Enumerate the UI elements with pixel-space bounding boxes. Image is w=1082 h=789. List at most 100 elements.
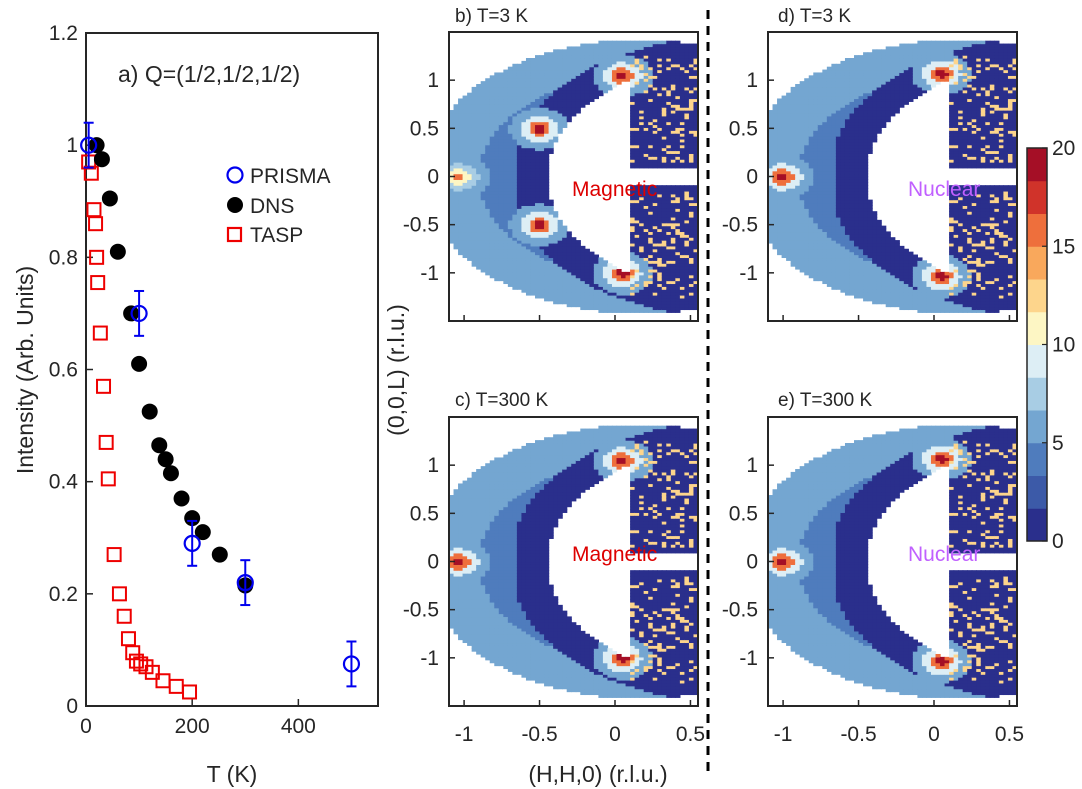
heatmap-cell: [661, 72, 667, 76]
heatmap-cell: [498, 257, 504, 261]
heatmap-cell: [575, 286, 581, 290]
heatmap-cell: [648, 211, 654, 215]
heatmap-cell: [571, 107, 577, 111]
heatmap-cell: [661, 190, 667, 195]
heatmap-cell: [630, 289, 636, 293]
dns-point: [101, 190, 118, 207]
heatmap-cell: [525, 211, 532, 215]
heatmap-cell: [634, 72, 640, 76]
heatmap-cell: [571, 240, 577, 244]
heatmap-cell: [666, 104, 672, 108]
heatmap-cell: [512, 92, 518, 97]
heatmap-cell: [498, 95, 504, 100]
heatmap-cell: [602, 75, 609, 79]
heatmap-cell: [512, 448, 518, 453]
heatmap-cell: [503, 199, 509, 204]
heatmap-cell: [476, 205, 482, 209]
heatmap-cell: [557, 81, 563, 85]
heatmap-cell: [489, 242, 495, 247]
heatmap-cell: [503, 240, 509, 244]
heatmap-cell: [634, 159, 640, 163]
heatmap-cell: [557, 118, 563, 123]
heatmap-cell: [530, 280, 536, 285]
heatmap-cell: [471, 211, 477, 215]
heatmap-cell: [571, 104, 577, 108]
heatmap-cell: [458, 222, 464, 227]
heatmap-cell: [476, 173, 482, 178]
heatmap-cell: [485, 150, 491, 154]
heatmap-cell: [458, 147, 464, 152]
tasp-point: [106, 547, 122, 563]
heatmap-cell: [535, 240, 541, 244]
heatmap-cell: [621, 280, 627, 285]
heatmap-cell: [494, 115, 500, 120]
heatmap-cell: [557, 260, 563, 264]
heatmap-cell: [679, 104, 686, 108]
heatmap-cell: [657, 225, 663, 230]
heatmap-cell: [494, 214, 500, 218]
heatmap-cell: [521, 190, 527, 195]
heatmap-cell: [525, 277, 532, 282]
heatmap-cell: [562, 78, 568, 82]
heatmap-cell: [675, 190, 681, 195]
heatmap-cell: [607, 69, 613, 74]
heatmap-cell: [679, 193, 686, 198]
heatmap-cell: [485, 225, 491, 230]
heatmap-cell: [661, 46, 667, 50]
heatmap-cell: [498, 101, 504, 105]
heatmap-cell: [548, 136, 554, 140]
heatmap-cell: [661, 107, 667, 111]
heatmap-cell: [630, 254, 636, 259]
heatmap-cell: [625, 78, 631, 82]
heatmap-cell: [657, 216, 663, 221]
heatmap-cell: [557, 245, 563, 250]
heatmap-cell: [548, 75, 554, 79]
heatmap-cell: [507, 162, 513, 166]
heatmap-cell: [634, 144, 640, 149]
heatmap-cell: [512, 193, 518, 198]
heatmap-cell: [666, 254, 672, 259]
heatmap-cell: [480, 124, 486, 128]
heatmap-cell: [589, 297, 595, 302]
heatmap-cell: [539, 245, 545, 250]
heatmap-cell: [503, 101, 509, 105]
heatmap-cell: [516, 205, 523, 209]
heatmap-cell: [639, 52, 645, 56]
heatmap-cell: [648, 306, 654, 311]
heatmap-cell: [675, 46, 681, 50]
heatmap-cell: [489, 150, 495, 154]
heatmap-cell: [657, 115, 663, 120]
heatmap-cell: [566, 92, 572, 97]
heatmap-cell: [621, 292, 627, 296]
heatmap-cell: [670, 251, 676, 256]
heatmap-cell: [525, 118, 532, 123]
heatmap-cell: [593, 263, 599, 267]
heatmap-cell: [535, 75, 541, 79]
heatmap-cell: [639, 283, 645, 287]
heatmap-cell: [598, 297, 604, 302]
heatmap-cell: [521, 150, 527, 154]
heatmap-cell: [525, 190, 532, 195]
heatmap-cell: [544, 86, 550, 91]
tasp-point: [90, 275, 106, 291]
heatmap-cell: [516, 225, 523, 230]
heatmap-cell: [544, 141, 550, 146]
heatmap-cell: [661, 309, 667, 313]
heatmap-cell: [670, 141, 676, 146]
heatmap-cell: [521, 141, 527, 146]
heatmap-cell: [503, 214, 509, 218]
heatmap-cell: [675, 225, 681, 230]
heatmap-cell: [670, 289, 676, 293]
heatmap-cell: [553, 124, 559, 128]
heatmap-cell: [548, 214, 554, 218]
heatmap-cell: [634, 121, 640, 126]
heatmap-cell: [512, 254, 518, 259]
heatmap-cell: [471, 179, 477, 183]
heatmap-cell: [539, 268, 545, 273]
heatmap-cell: [503, 92, 509, 97]
heatmap-cell: [571, 89, 577, 94]
heatmap-cell: [566, 242, 572, 247]
heatmap-cell: [602, 294, 609, 299]
heatmap-cell: [480, 242, 486, 247]
heatmap-cell: [535, 55, 541, 59]
